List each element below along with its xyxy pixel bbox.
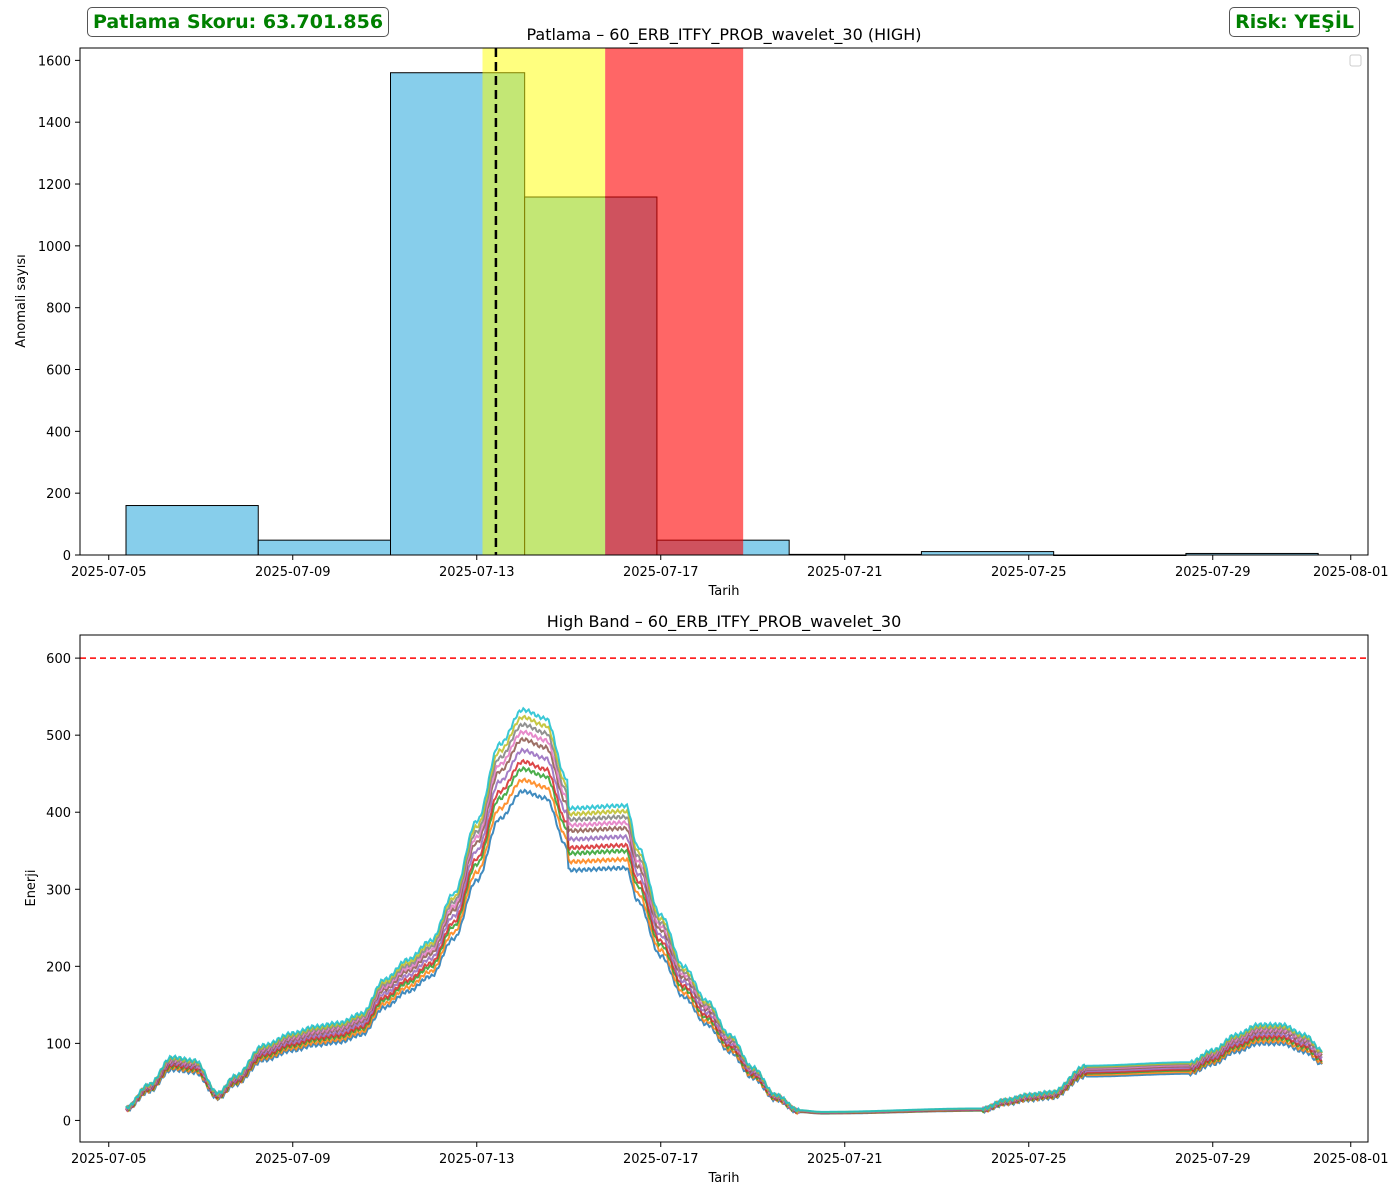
line-chart-frame (79, 634, 1369, 1143)
line-chart-xtick-label: 2025-07-21 (807, 1152, 883, 1167)
histogram-bar-0 (125, 505, 259, 556)
energy-series-6 (125, 729, 1323, 1115)
line-chart-xtick-label: 2025-07-29 (1175, 1152, 1251, 1167)
histogram-ytick-label: 1600 (38, 54, 71, 69)
histogram-ytick-label: 400 (46, 425, 71, 440)
histogram-title: Patlama – 60_ERB_ITFY_PROB_wavelet_30 (H… (526, 25, 921, 45)
energy-series-4 (125, 747, 1323, 1114)
line-chart-ytick-label: 600 (46, 652, 71, 667)
histogram-xtick-label: 2025-07-21 (807, 565, 883, 580)
line-chart-ytick-label: 500 (46, 729, 71, 744)
energy-series-9 (125, 706, 1323, 1113)
energy-series-5 (125, 736, 1323, 1114)
histogram-ytick-label: 1000 (38, 240, 71, 255)
histogram-ytick-label: 1400 (38, 116, 71, 131)
line-chart-xtick-label: 2025-07-25 (991, 1152, 1067, 1167)
line-chart-ytick-label: 400 (46, 806, 71, 821)
histogram-frame (79, 47, 1369, 556)
risk-badge: Risk: YEŞİL (1229, 7, 1360, 37)
line-chart-ytick-label: 200 (46, 960, 71, 975)
line-chart-xtick-label: 2025-07-17 (623, 1152, 699, 1167)
line-chart-xtick-label: 2025-07-09 (255, 1152, 331, 1167)
histogram-xtick-label: 2025-07-29 (1175, 565, 1251, 580)
histogram-xtick-label: 2025-07-09 (255, 565, 331, 580)
energy-series-1 (125, 777, 1323, 1116)
energy-series-0 (125, 788, 1323, 1115)
histogram-xtick-label: 2025-08-01 (1313, 565, 1389, 580)
legend-box (1349, 54, 1362, 67)
histogram-xtick-label: 2025-07-17 (623, 565, 699, 580)
energy-series-7 (125, 721, 1323, 1114)
line-chart-ytick-label: 0 (63, 1114, 71, 1129)
energy-series-2 (125, 765, 1323, 1115)
energy-series-8 (125, 714, 1323, 1114)
line-chart-ytick-label: 300 (46, 883, 71, 898)
risk-span-0 (482, 48, 606, 555)
histogram-xtick-label: 2025-07-05 (71, 565, 147, 580)
energy-series-3 (125, 758, 1323, 1115)
line-chart-title: High Band – 60_ERB_ITFY_PROB_wavelet_30 (547, 612, 902, 632)
line-chart-ylabel: Enerji (24, 869, 39, 906)
histogram-xtick-label: 2025-07-13 (439, 565, 515, 580)
histogram-ylabel: Anomali sayısı (14, 254, 29, 348)
histogram-ytick-label: 0 (63, 549, 71, 564)
histogram-xtick-label: 2025-07-25 (991, 565, 1067, 580)
risk-span-1 (605, 48, 744, 555)
line-chart-xlabel: Tarih (708, 1171, 740, 1186)
line-chart-ytick-label: 100 (46, 1037, 71, 1052)
histogram-ytick-label: 200 (46, 487, 71, 502)
score-badge: Patlama Skoru: 63.701.856 (87, 7, 390, 37)
histogram-bar-6 (920, 551, 1055, 556)
histogram-ytick-label: 1200 (38, 178, 71, 193)
histogram-xlabel: Tarih (708, 584, 740, 599)
anomaly-histogram: Patlama – 60_ERB_ITFY_PROB_wavelet_30 (H… (14, 25, 1389, 599)
line-chart-xtick-label: 2025-07-05 (71, 1152, 147, 1167)
histogram-ytick-label: 800 (46, 302, 71, 317)
histogram-bar-1 (257, 539, 391, 556)
line-chart-xtick-label: 2025-08-01 (1313, 1152, 1389, 1167)
line-chart-xtick-label: 2025-07-13 (439, 1152, 515, 1167)
energy-line-chart: High Band – 60_ERB_ITFY_PROB_wavelet_30 … (24, 612, 1389, 1186)
histogram-ytick-label: 600 (46, 364, 71, 379)
